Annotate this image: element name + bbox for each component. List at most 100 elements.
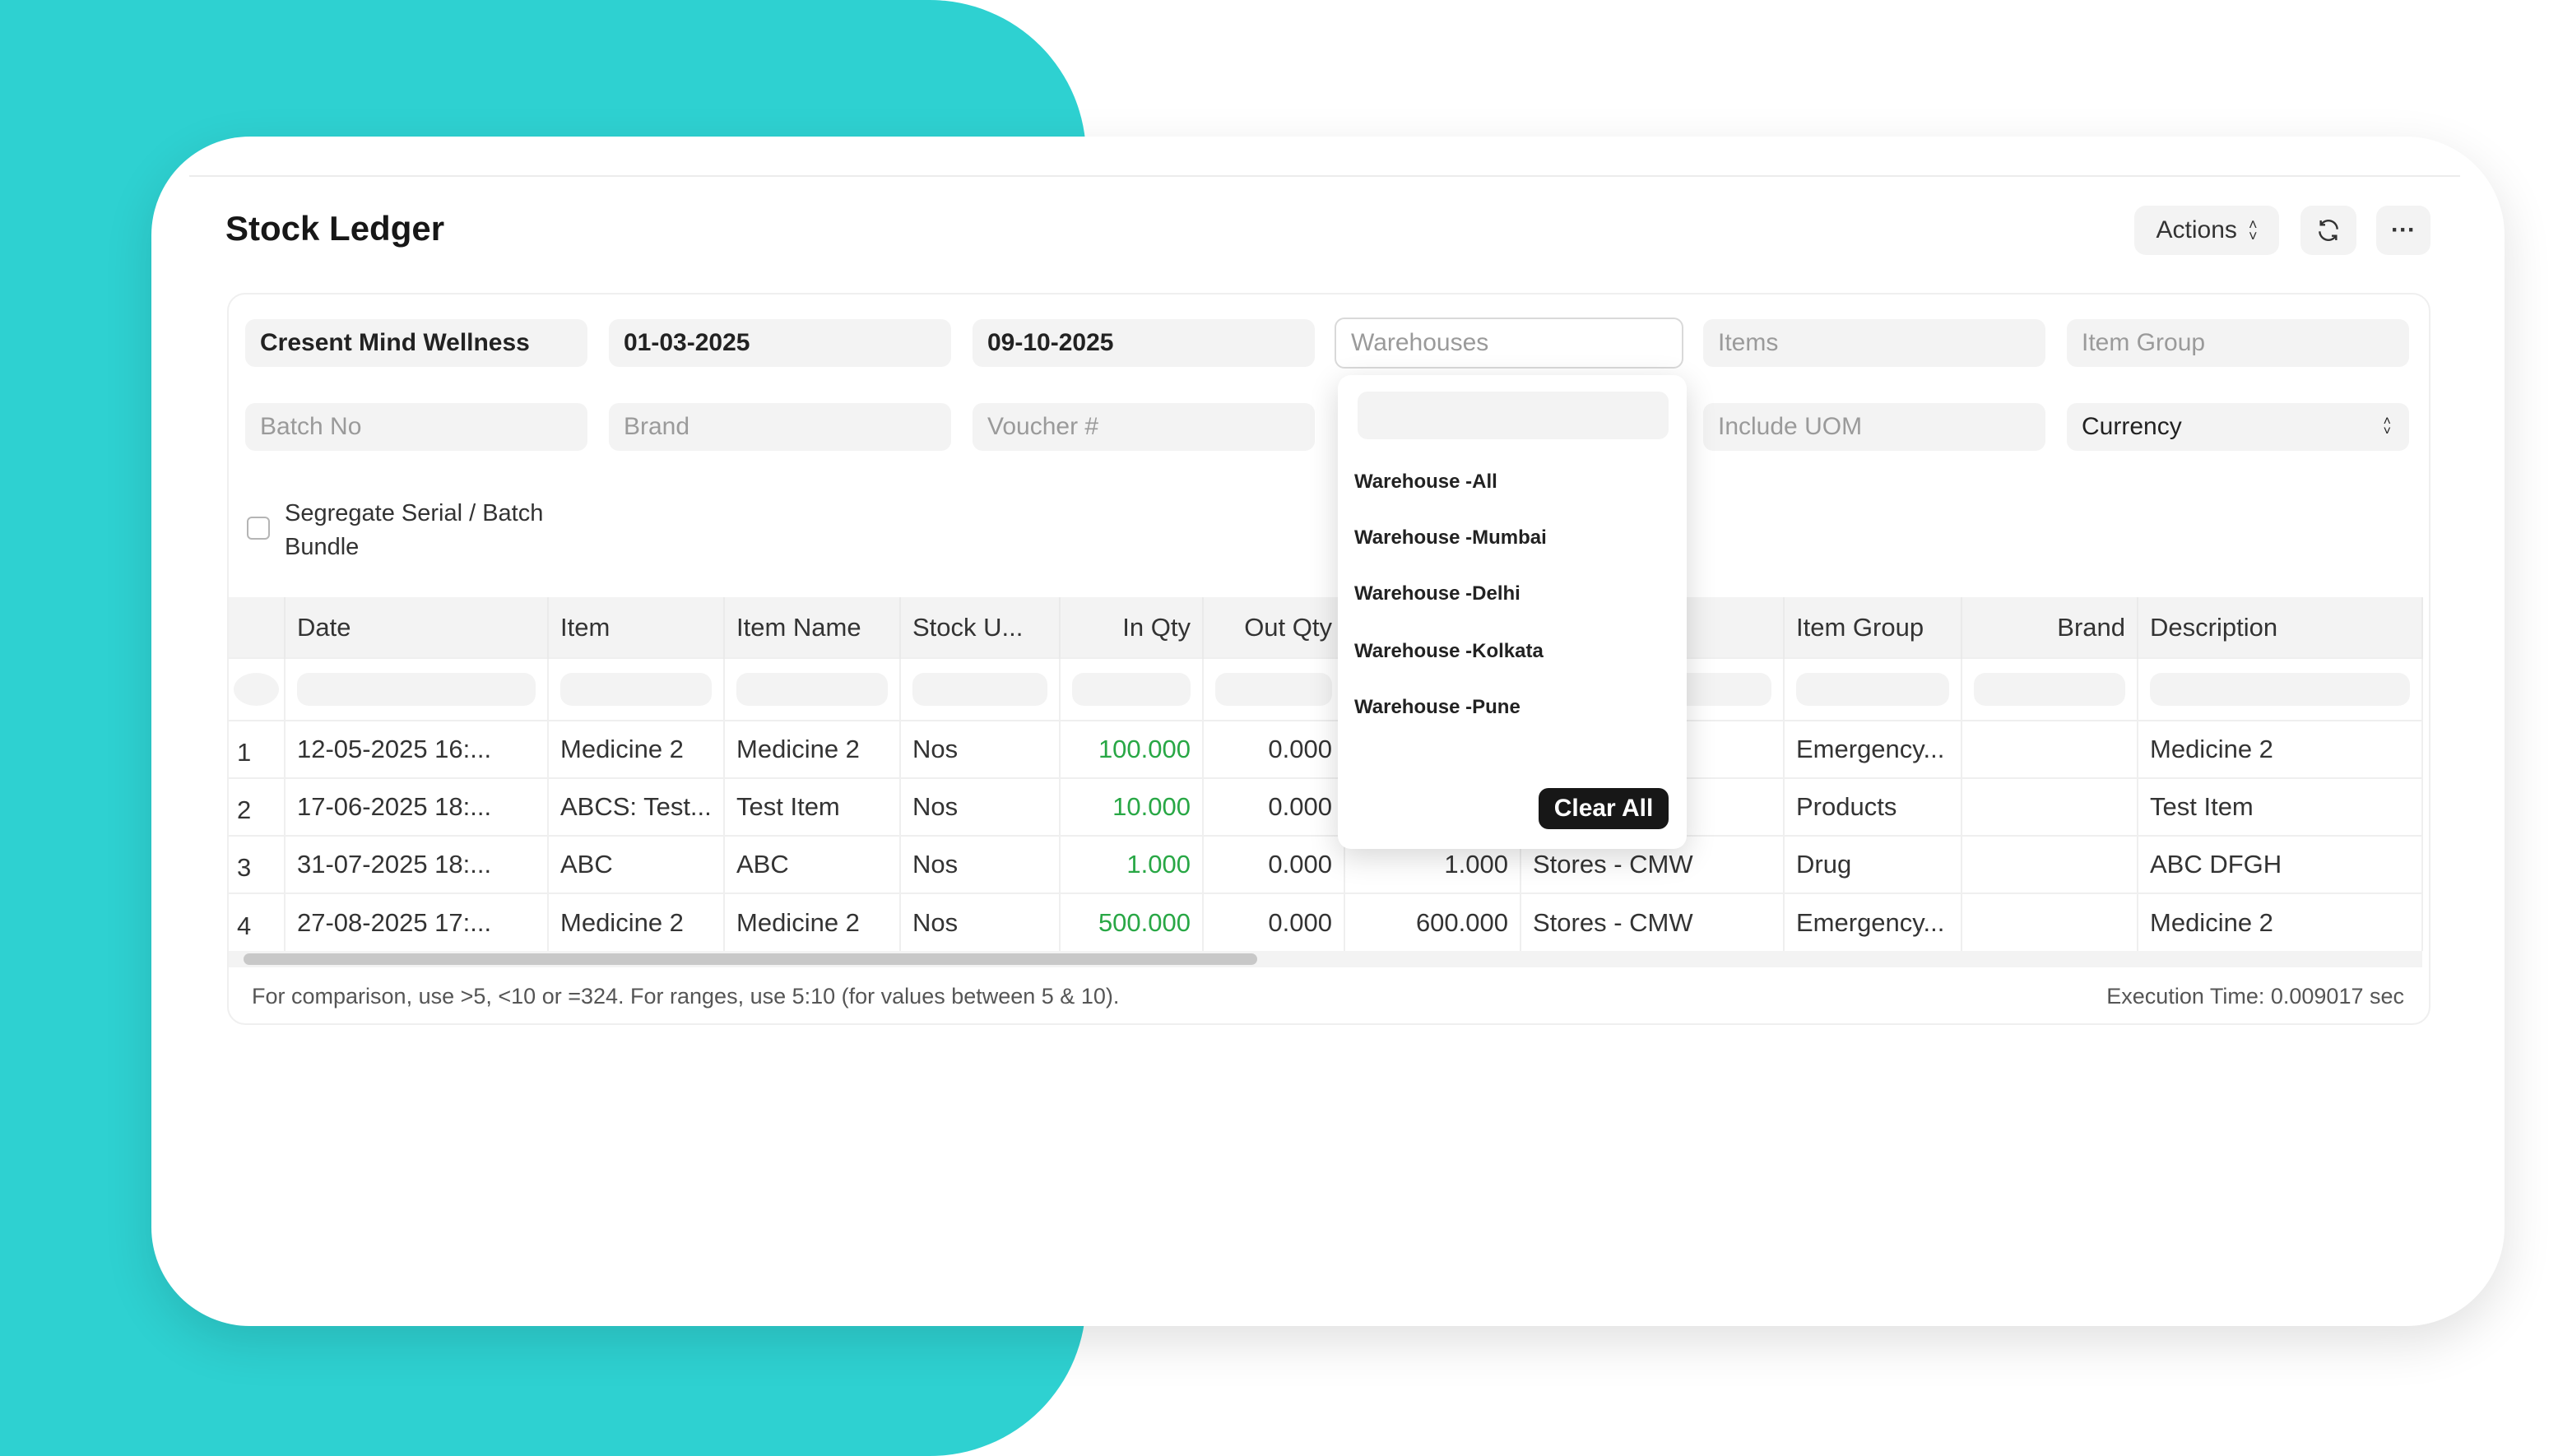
item-cell: ABCS: Test... <box>548 777 725 836</box>
description-cell: Test Item <box>2138 777 2423 836</box>
filter-cell[interactable] <box>297 673 536 706</box>
out-qty-cell: 0.000 <box>1203 835 1345 893</box>
item-cell: Medicine 2 <box>548 720 725 778</box>
brand-cell <box>1961 893 2138 951</box>
filter-cell[interactable] <box>912 673 1047 706</box>
in-qty-cell: 500.000 <box>1060 893 1204 951</box>
item-group-cell: Drug <box>1784 835 1962 893</box>
item-name-cell: Medicine 2 <box>724 720 901 778</box>
col-item-name[interactable]: Item Name <box>724 597 901 658</box>
filter-row <box>229 657 2423 721</box>
row-index: 2 <box>229 777 286 836</box>
brand-field[interactable]: Brand <box>609 403 951 451</box>
include-uom-field[interactable]: Include UOM <box>1703 403 2045 451</box>
chevron-up-down-icon: ˄ ˅ <box>2383 415 2391 438</box>
filter-cell[interactable] <box>736 673 888 706</box>
date-cell: 31-07-2025 18:... <box>285 835 549 893</box>
item-cell: ABC <box>548 835 725 893</box>
warehouses-field[interactable]: Warehouses <box>1335 318 1683 369</box>
from-date-field[interactable]: 01-03-2025 <box>609 319 951 367</box>
option-warehouse-mumbai[interactable]: Warehouse -Mumbai <box>1354 526 1547 549</box>
segregate-checkbox[interactable] <box>247 517 270 540</box>
in-qty-cell: 1.000 <box>1060 835 1204 893</box>
currency-select[interactable]: Currency ˄ ˅ <box>2067 403 2409 451</box>
to-date-field[interactable]: 09-10-2025 <box>973 319 1315 367</box>
table-row[interactable]: 2 17-06-2025 18:... ABCS: Test... Test Item… <box>229 777 2423 836</box>
actions-button[interactable]: Actions ˄ ˅ <box>2134 206 2279 255</box>
uom-cell: Nos <box>900 720 1061 778</box>
item-group-cell: Emergency... <box>1784 720 1962 778</box>
filter-cell[interactable] <box>1215 673 1332 706</box>
col-brand[interactable]: Brand <box>1961 597 2138 658</box>
warehouse-cell: Stores - CMW <box>1520 893 1785 951</box>
in-qty-cell: 100.000 <box>1060 720 1204 778</box>
currency-label: Currency <box>2082 413 2182 440</box>
option-warehouse-all[interactable]: Warehouse -All <box>1354 471 1497 493</box>
item-name-cell: Medicine 2 <box>724 893 901 951</box>
dropdown-search-input[interactable] <box>1358 392 1669 439</box>
uom-cell: Nos <box>900 777 1061 836</box>
description-cell: Medicine 2 <box>2138 720 2423 778</box>
voucher-field[interactable]: Voucher # <box>973 403 1315 451</box>
table-row[interactable]: 4 27-08-2025 17:... Medicine 2 Medicine 2 No… <box>229 893 2423 951</box>
in-qty-cell: 10.000 <box>1060 777 1204 836</box>
clear-all-button[interactable]: Clear All <box>1539 788 1669 829</box>
chevron-up-down-icon: ˄ ˅ <box>2248 216 2258 244</box>
uom-cell: Nos <box>900 835 1061 893</box>
brand-cell <box>1961 720 2138 778</box>
col-item[interactable]: Item <box>548 597 725 658</box>
date-cell: 17-06-2025 18:... <box>285 777 549 836</box>
out-qty-cell: 0.000 <box>1203 720 1345 778</box>
page-title: Stock Ledger <box>225 209 445 248</box>
more-button[interactable]: ··· <box>2376 206 2430 255</box>
out-qty-cell: 0.000 <box>1203 893 1345 951</box>
execution-time: Execution Time: 0.009017 sec <box>2106 984 2404 1009</box>
company-field[interactable]: Cresent Mind Wellness <box>245 319 587 367</box>
row-index: 3 <box>229 835 286 893</box>
item-group-cell: Emergency... <box>1784 893 1962 951</box>
col-description[interactable]: Description <box>2138 597 2423 658</box>
stock-ledger-table: Date Item Item Name Stock U... In Qty Ou… <box>229 597 2423 951</box>
filter-cell[interactable] <box>234 673 279 706</box>
uom-cell: Nos <box>900 893 1061 951</box>
filter-cell[interactable] <box>560 673 712 706</box>
filter-cell[interactable] <box>1974 673 2125 706</box>
option-warehouse-kolkata[interactable]: Warehouse -Kolkata <box>1354 640 1544 662</box>
option-warehouse-pune[interactable]: Warehouse -Pune <box>1354 696 1520 718</box>
brand-cell <box>1961 777 2138 836</box>
batch-no-field[interactable]: Batch No <box>245 403 587 451</box>
row-index: 1 <box>229 720 286 778</box>
brand-cell <box>1961 835 2138 893</box>
items-field[interactable]: Items <box>1703 319 2045 367</box>
col-date[interactable]: Date <box>285 597 549 658</box>
item-cell: Medicine 2 <box>548 893 725 951</box>
item-group-cell: Products <box>1784 777 1962 836</box>
filter-cell[interactable] <box>1072 673 1191 706</box>
scrollbar-thumb[interactable] <box>244 953 1257 965</box>
divider <box>189 175 2460 177</box>
col-out-qty[interactable]: Out Qty <box>1203 597 1345 658</box>
filter-cell[interactable] <box>2150 673 2410 706</box>
item-name-cell: Test Item <box>724 777 901 836</box>
table-row[interactable]: 3 31-07-2025 18:... ABC ABC Nos 1.000 0.000 1.0… <box>229 835 2423 893</box>
col-item-group[interactable]: Item Group <box>1784 597 1962 658</box>
item-group-field[interactable]: Item Group <box>2067 319 2409 367</box>
row-index: 4 <box>229 893 286 951</box>
table-row[interactable]: 1 12-05-2025 16:... Medicine 2 Medicine 2 No… <box>229 720 2423 778</box>
filter-hint: For comparison, use >5, <10 or =324. For… <box>252 984 1120 1009</box>
refresh-button[interactable] <box>2300 206 2356 255</box>
segregate-label: Segregate Serial / Batch Bundle <box>285 500 544 560</box>
col-index <box>229 597 286 658</box>
description-cell: Medicine 2 <box>2138 893 2423 951</box>
option-warehouse-delhi[interactable]: Warehouse -Delhi <box>1354 582 1520 605</box>
actions-label: Actions <box>2156 216 2237 243</box>
filter-cell[interactable] <box>1796 673 1949 706</box>
table-header: Date Item Item Name Stock U... In Qty Ou… <box>229 597 2423 658</box>
ellipsis-icon: ··· <box>2391 216 2416 243</box>
refresh-icon <box>2319 220 2338 241</box>
warehouses-dropdown: Warehouse -All Warehouse -Mumbai Warehou… <box>1338 375 1687 849</box>
col-stock-uom[interactable]: Stock U... <box>900 597 1061 658</box>
filter-panel <box>227 293 2430 1025</box>
col-in-qty[interactable]: In Qty <box>1060 597 1204 658</box>
date-cell: 27-08-2025 17:... <box>285 893 549 951</box>
